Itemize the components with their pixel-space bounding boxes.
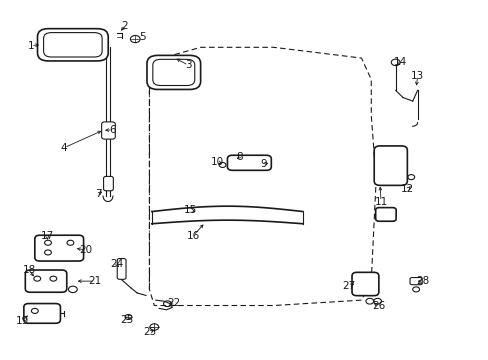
Text: 14: 14 <box>393 57 407 67</box>
FancyBboxPatch shape <box>351 273 378 296</box>
FancyBboxPatch shape <box>117 258 126 279</box>
FancyBboxPatch shape <box>38 29 108 61</box>
Text: 4: 4 <box>61 143 67 153</box>
Text: 17: 17 <box>41 231 54 240</box>
Text: 22: 22 <box>167 298 180 308</box>
FancyBboxPatch shape <box>24 303 61 323</box>
Text: 15: 15 <box>184 206 197 216</box>
FancyBboxPatch shape <box>153 59 194 86</box>
Text: 9: 9 <box>260 159 267 169</box>
FancyBboxPatch shape <box>375 208 395 221</box>
FancyBboxPatch shape <box>35 235 83 261</box>
FancyBboxPatch shape <box>373 146 407 185</box>
Text: 6: 6 <box>109 125 116 135</box>
Text: 25: 25 <box>120 315 133 325</box>
Text: 13: 13 <box>410 71 424 81</box>
Text: 19: 19 <box>16 316 29 325</box>
Text: 8: 8 <box>236 152 243 162</box>
Text: 24: 24 <box>110 259 123 269</box>
Text: 3: 3 <box>185 60 191 70</box>
FancyBboxPatch shape <box>103 176 113 191</box>
Text: 16: 16 <box>186 231 200 240</box>
Text: 23: 23 <box>142 327 156 337</box>
FancyBboxPatch shape <box>227 155 271 170</box>
Text: 1: 1 <box>27 41 34 50</box>
Text: 10: 10 <box>211 157 224 167</box>
Text: 11: 11 <box>374 197 387 207</box>
Text: 28: 28 <box>415 276 428 286</box>
Text: 12: 12 <box>401 184 414 194</box>
FancyBboxPatch shape <box>102 122 115 139</box>
FancyBboxPatch shape <box>43 33 102 57</box>
Text: 27: 27 <box>342 281 355 291</box>
Text: 2: 2 <box>122 21 128 31</box>
Text: 18: 18 <box>22 265 36 275</box>
Text: 21: 21 <box>88 276 101 286</box>
Text: 5: 5 <box>139 32 145 41</box>
FancyBboxPatch shape <box>147 55 200 89</box>
Text: 7: 7 <box>95 189 102 199</box>
FancyBboxPatch shape <box>409 278 421 285</box>
Text: 26: 26 <box>371 301 385 311</box>
Text: 20: 20 <box>80 245 92 255</box>
FancyBboxPatch shape <box>25 270 67 292</box>
